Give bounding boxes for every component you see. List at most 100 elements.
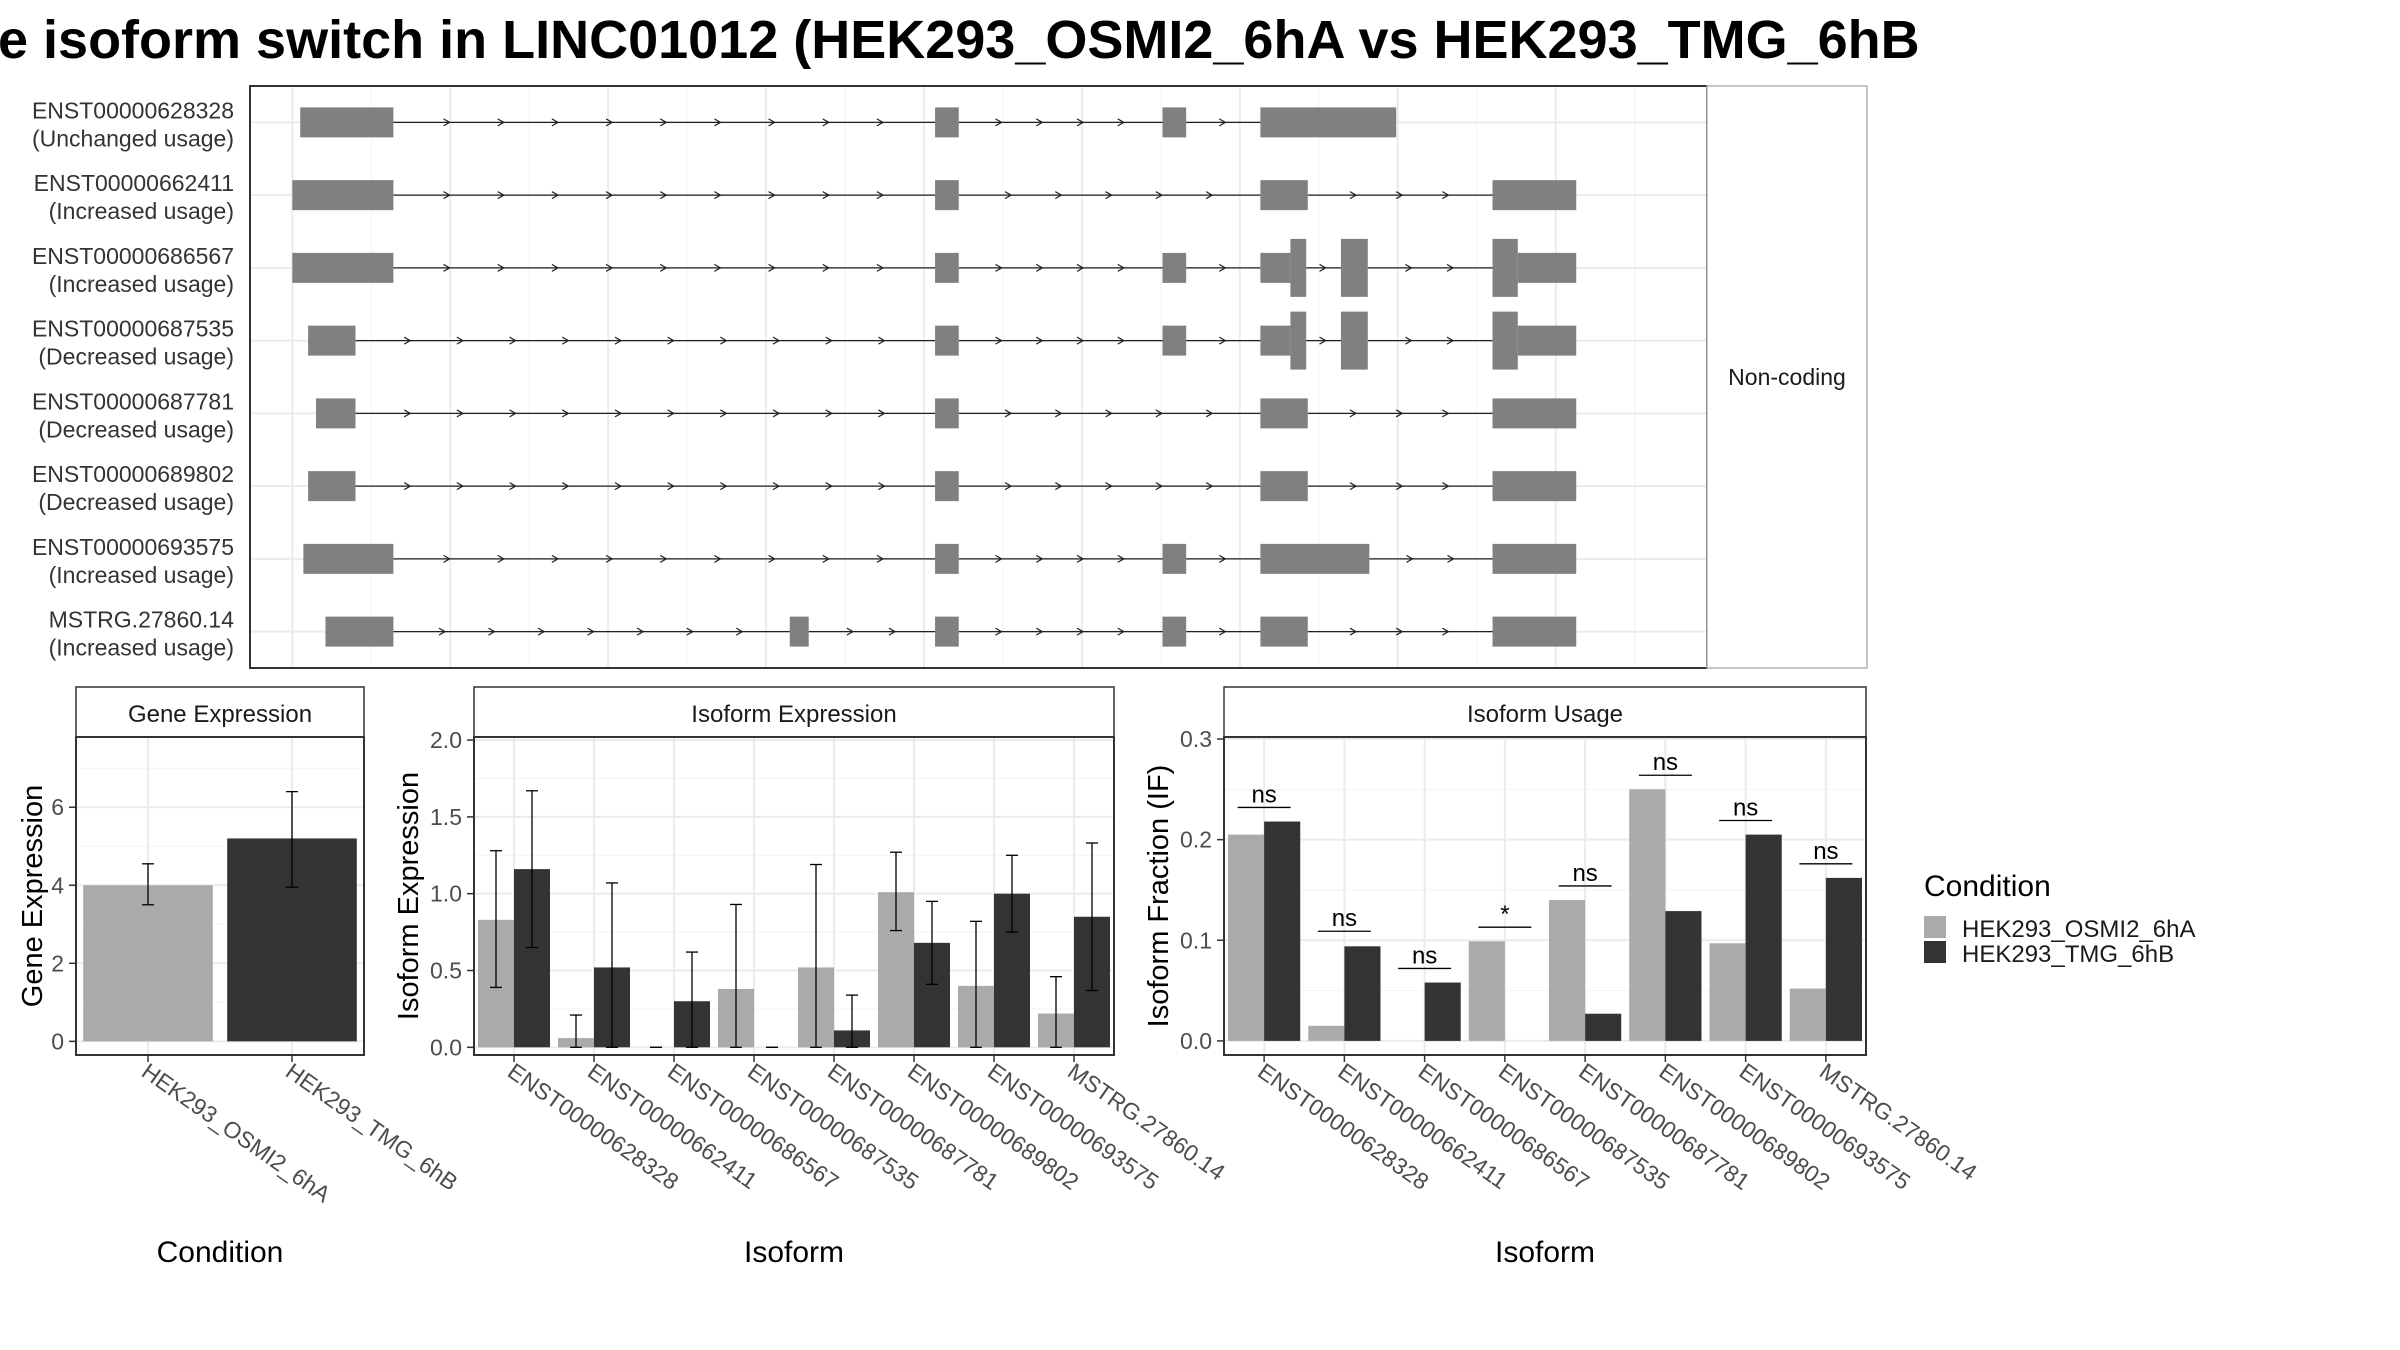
- intron-arrow: [551, 191, 560, 200]
- significance-label: ns: [1412, 942, 1437, 969]
- intron-arrow: [1395, 482, 1404, 491]
- intron-arrow: [403, 409, 412, 418]
- intron-arrow: [605, 263, 614, 272]
- intron-arrow: [456, 336, 465, 345]
- intron-arrow: [1105, 482, 1113, 491]
- intron-arrow: [509, 482, 517, 491]
- intron-arrow: [876, 554, 885, 563]
- panel-strip-title: Isoform Expression: [691, 701, 896, 728]
- intron-arrow: [1035, 118, 1044, 127]
- intron-arrow: [497, 118, 506, 127]
- intron-arrow: [1155, 191, 1164, 200]
- y-tick-label: 0.5: [430, 958, 462, 984]
- intron-arrow: [878, 482, 886, 491]
- intron-arrow: [667, 336, 675, 345]
- isoform-usage-label: (Increased usage): [49, 562, 234, 588]
- y-tick-label: 0.1: [1180, 927, 1212, 953]
- exon-block: [1260, 471, 1308, 502]
- intron-arrow: [1395, 191, 1404, 200]
- intron-arrow: [1155, 482, 1164, 491]
- intron-arrow: [667, 409, 675, 418]
- intron-arrow: [1076, 627, 1085, 636]
- intron-arrow: [1447, 554, 1455, 563]
- isoform-row-label: ENST00000686567: [32, 243, 234, 269]
- bar-osmi2: [1629, 789, 1666, 1041]
- intron-arrow: [614, 482, 623, 491]
- intron-arrow: [667, 482, 675, 491]
- exon-block: [1260, 107, 1397, 138]
- exon-block: [935, 543, 959, 574]
- intron-arrow: [1035, 627, 1044, 636]
- intron-arrow: [1319, 263, 1327, 272]
- bar-osmi2: [1308, 1025, 1345, 1041]
- intron-arrow: [735, 627, 744, 636]
- y-axis-title: Isoform Expression: [393, 772, 425, 1020]
- isoform-structure-panel: ENST00000628328(Unchanged usage) ENST0000…: [32, 85, 1868, 669]
- bar-condition: [83, 885, 213, 1042]
- bar-osmi2: [1709, 943, 1746, 1041]
- intron-arrow: [509, 409, 517, 418]
- intron-arrow: [587, 627, 595, 636]
- isoform-row-label: ENST00000689802: [32, 461, 234, 487]
- intron-arrow: [551, 554, 560, 563]
- intron-arrow: [714, 118, 722, 127]
- intron-arrow: [822, 554, 831, 563]
- intron-arrow: [719, 482, 728, 491]
- intron-arrow: [1035, 263, 1044, 272]
- panel-strip-title: Isoform Usage: [1467, 701, 1623, 728]
- intron-arrow: [1076, 263, 1085, 272]
- intron-arrow: [636, 627, 645, 636]
- intron-arrow: [714, 191, 722, 200]
- intron-arrow: [876, 191, 885, 200]
- figure-title: e isoform switch in LINC01012 (HEK293_OS…: [0, 10, 1920, 70]
- intron-arrow: [822, 263, 831, 272]
- intron-arrow: [497, 554, 506, 563]
- intron-arrow: [1054, 482, 1063, 491]
- intron-arrow: [822, 118, 831, 127]
- intron-arrow: [1205, 409, 1214, 418]
- panel-isoform-expression: Isoform Expression0.00.51.01.52.0ENST000…: [393, 686, 1230, 1269]
- isoform-usage-label: (Decreased usage): [38, 344, 234, 370]
- intron-arrow: [605, 118, 614, 127]
- bar-tmg: [1424, 982, 1461, 1041]
- intron-arrow: [1349, 482, 1358, 491]
- bar-osmi2: [1228, 834, 1265, 1041]
- isoform-row-label: ENST00000687781: [32, 388, 234, 414]
- exon-block: [935, 252, 959, 283]
- y-tick-label: 0.3: [1180, 726, 1212, 752]
- intron-arrow: [1218, 336, 1227, 345]
- significance-label: ns: [1733, 795, 1758, 822]
- intron-arrow: [876, 263, 885, 272]
- exon-block: [292, 180, 394, 211]
- intron-arrow: [1105, 191, 1113, 200]
- exon-block: [1492, 471, 1577, 502]
- exon-block: [1290, 311, 1307, 370]
- intron-arrow: [443, 191, 451, 200]
- intron-arrow: [1446, 263, 1455, 272]
- exon-block: [1492, 238, 1518, 297]
- panel-strip-title: Gene Expression: [128, 701, 312, 728]
- y-tick-label: 1.5: [430, 804, 462, 830]
- bar-tmg: [1264, 821, 1301, 1041]
- intron-arrow: [846, 627, 855, 636]
- intron-arrow: [876, 118, 885, 127]
- y-tick-label: 0.0: [430, 1034, 462, 1060]
- intron-arrow: [509, 336, 517, 345]
- panel-border: [473, 736, 1115, 1056]
- y-tick-label: 0.0: [1180, 1028, 1212, 1054]
- exon-block: [935, 107, 959, 138]
- y-tick-label: 4: [51, 872, 64, 898]
- intron-arrow: [1349, 627, 1358, 636]
- intron-arrow: [551, 263, 560, 272]
- intron-arrow: [1405, 336, 1413, 345]
- panel-isoform-usage: Isoform Usage 0.0 0.1 0.2 0.3 ns ns ns * ns ns ns ns…: [1143, 686, 1982, 1269]
- exon-block: [935, 616, 959, 647]
- exon-block: [1492, 180, 1577, 211]
- significance-label: ns: [1572, 860, 1597, 887]
- intron-arrow: [1117, 554, 1126, 563]
- intron-arrow: [995, 263, 1003, 272]
- intron-arrow: [825, 336, 833, 345]
- intron-arrow: [659, 191, 668, 200]
- intron-arrow: [1446, 336, 1455, 345]
- intron-arrow: [768, 191, 776, 200]
